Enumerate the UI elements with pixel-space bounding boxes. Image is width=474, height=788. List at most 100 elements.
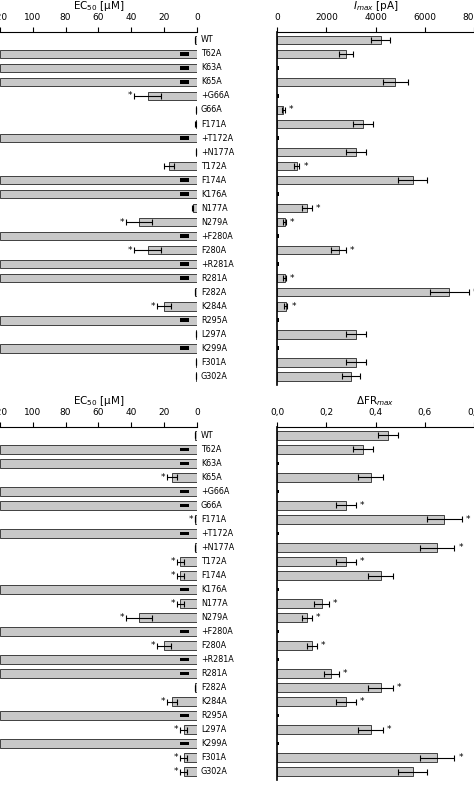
Bar (183, 725, 197, 734)
Bar (277, 557, 346, 566)
Bar (0, 739, 197, 748)
Text: *: * (161, 697, 165, 706)
Text: *: * (291, 302, 296, 310)
Bar (181, 672, 189, 675)
Bar (0, 669, 197, 678)
Text: L297A: L297A (201, 725, 226, 734)
Bar (277, 683, 381, 692)
Text: F174A: F174A (201, 176, 226, 184)
Bar (277, 630, 279, 634)
Text: *: * (333, 599, 337, 608)
Text: *: * (320, 641, 325, 650)
Bar (277, 588, 279, 591)
Bar (277, 35, 381, 44)
Text: F171A: F171A (201, 120, 226, 128)
Title: ΔFR$_{max}$: ΔFR$_{max}$ (356, 394, 395, 408)
Text: N279A: N279A (201, 613, 228, 622)
Text: WT: WT (201, 431, 213, 440)
Bar (183, 768, 197, 776)
Text: *: * (171, 557, 175, 566)
Text: *: * (174, 768, 178, 776)
Text: *: * (458, 543, 463, 552)
Bar (181, 462, 189, 465)
Bar (0, 487, 197, 496)
Text: T172A: T172A (201, 162, 226, 170)
Bar (277, 543, 437, 552)
Text: *: * (360, 697, 365, 706)
Text: K284A: K284A (201, 697, 227, 706)
Bar (277, 571, 381, 580)
Bar (181, 52, 189, 56)
Text: +R281A: +R281A (201, 259, 234, 269)
Text: K299A: K299A (201, 344, 227, 353)
Bar (277, 136, 279, 139)
Bar (181, 742, 189, 745)
Bar (277, 445, 364, 454)
Text: *: * (290, 273, 294, 283)
Text: *: * (151, 641, 155, 650)
Text: *: * (171, 571, 175, 580)
Bar (181, 277, 189, 280)
Text: F280A: F280A (201, 641, 226, 650)
Text: *: * (350, 246, 355, 255)
Bar (277, 330, 356, 339)
Text: *: * (397, 683, 401, 692)
Text: +G66A: +G66A (201, 91, 229, 101)
Bar (277, 742, 279, 745)
Bar (277, 641, 312, 650)
Bar (277, 697, 346, 706)
Bar (181, 588, 189, 591)
Text: *: * (161, 473, 165, 482)
Bar (181, 658, 189, 661)
Bar (277, 358, 356, 366)
Bar (277, 318, 279, 322)
Text: *: * (316, 203, 320, 213)
Text: R281A: R281A (201, 273, 227, 283)
Bar (181, 571, 197, 580)
Bar (277, 147, 356, 156)
Text: +T172A: +T172A (201, 529, 233, 538)
Text: +N177A: +N177A (201, 147, 234, 157)
Text: *: * (171, 599, 175, 608)
Bar (195, 35, 197, 44)
Text: WT: WT (201, 35, 213, 44)
Bar (277, 176, 412, 184)
Bar (147, 91, 197, 100)
Text: F282A: F282A (201, 683, 226, 692)
Text: F301A: F301A (201, 753, 226, 762)
Bar (0, 712, 197, 720)
Text: G66A: G66A (201, 501, 222, 510)
Text: N177A: N177A (201, 599, 228, 608)
Bar (277, 462, 279, 465)
Text: +T172A: +T172A (201, 133, 233, 143)
Bar (277, 288, 449, 296)
Bar (172, 473, 197, 481)
Bar (277, 501, 346, 510)
Bar (277, 768, 412, 776)
Text: *: * (303, 162, 308, 170)
Text: *: * (289, 106, 293, 114)
Bar (0, 316, 197, 325)
Bar (196, 147, 197, 156)
Bar (164, 641, 197, 650)
Text: *: * (120, 217, 124, 227)
Text: *: * (387, 725, 392, 734)
Text: *: * (316, 613, 320, 622)
Text: F280A: F280A (201, 246, 226, 255)
Bar (0, 459, 197, 468)
Bar (277, 753, 437, 762)
Text: T62A: T62A (201, 50, 221, 58)
Text: K299A: K299A (201, 739, 227, 748)
Bar (0, 232, 197, 240)
Text: *: * (458, 753, 463, 762)
Title: $I_{max}$ [pA]: $I_{max}$ [pA] (353, 0, 398, 13)
Bar (0, 344, 197, 352)
Bar (196, 358, 197, 366)
Bar (277, 515, 445, 524)
Bar (196, 120, 197, 128)
Bar (277, 217, 284, 226)
Bar (195, 683, 197, 692)
Bar (277, 489, 279, 493)
Text: L297A: L297A (201, 329, 226, 339)
Bar (0, 501, 197, 510)
